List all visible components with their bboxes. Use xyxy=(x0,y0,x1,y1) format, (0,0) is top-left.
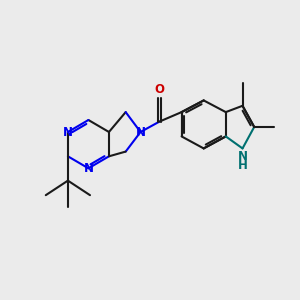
Text: H: H xyxy=(238,160,248,172)
Text: N: N xyxy=(83,162,93,175)
Text: N: N xyxy=(136,125,146,139)
Text: N: N xyxy=(238,150,248,163)
Text: O: O xyxy=(154,83,164,96)
Text: N: N xyxy=(63,125,73,139)
